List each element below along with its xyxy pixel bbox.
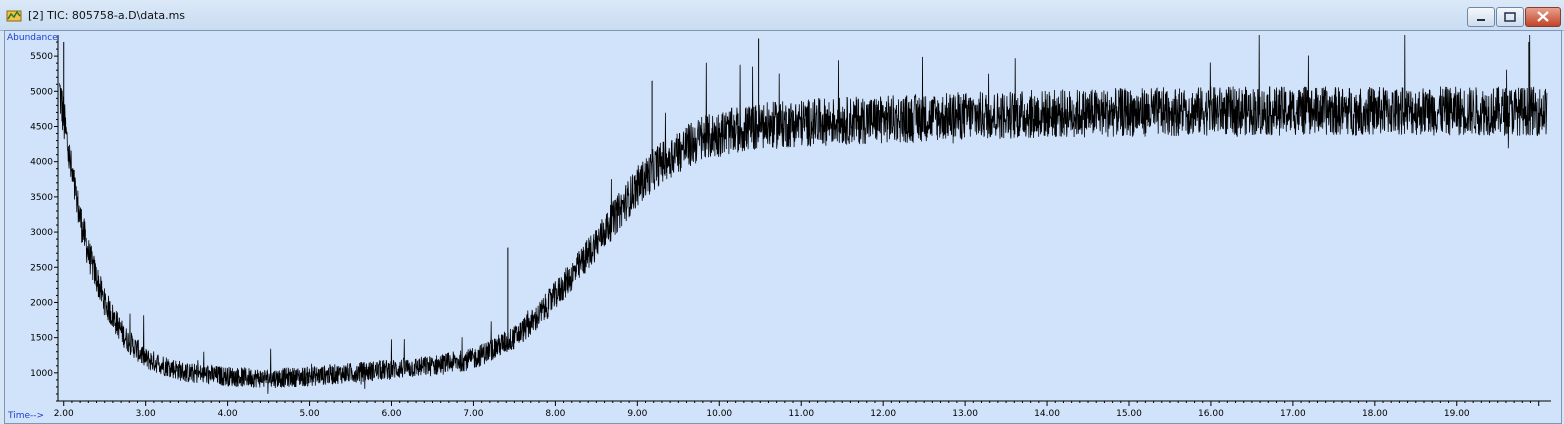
y-tick-label: 3000 — [30, 228, 53, 238]
x-tick-label: 16.00 — [1198, 409, 1224, 419]
x-tick-label: 4.00 — [218, 409, 238, 419]
x-tick-label: 13.00 — [952, 409, 978, 419]
x-tick-label: 12.00 — [870, 409, 896, 419]
y-tick-label: 4500 — [30, 123, 53, 133]
plot-background — [5, 31, 1561, 423]
maximize-button[interactable] — [1496, 7, 1524, 27]
window-title: [2] TIC: 805758-a.D\data.ms — [28, 9, 186, 22]
tic-chart: 1000 1500 2000 2500 3000 3500 4000 4500 5000 5500… — [5, 31, 1561, 423]
close-button[interactable] — [1525, 7, 1561, 27]
x-tick-label: 19.00 — [1444, 409, 1470, 419]
chromatogram-app-icon — [6, 10, 22, 22]
y-axis-label: Abundance — [7, 33, 58, 43]
y-tick-label: 2000 — [30, 298, 53, 308]
x-tick-label: 11.00 — [788, 409, 814, 419]
x-tick-label: 3.00 — [136, 409, 156, 419]
x-tick-label: 17.00 — [1280, 409, 1306, 419]
maximize-icon — [1504, 12, 1516, 22]
y-tick-label: 3500 — [30, 193, 53, 203]
x-tick-label: 14.00 — [1034, 409, 1060, 419]
x-tick-label: 2.00 — [54, 409, 74, 419]
x-tick-label: 6.00 — [381, 409, 401, 419]
x-tick-label: 15.00 — [1116, 409, 1142, 419]
y-tick-label: 1000 — [30, 369, 53, 379]
x-tick-label: 5.00 — [300, 409, 320, 419]
y-tick-label: 2500 — [30, 263, 53, 273]
x-tick-label: 18.00 — [1362, 409, 1388, 419]
chart-area[interactable]: 1000 1500 2000 2500 3000 3500 4000 4500 5000 5500… — [4, 30, 1562, 424]
title-bar[interactable]: [2] TIC: 805758-a.D\data.ms — [0, 0, 1564, 31]
minimize-button[interactable] — [1467, 7, 1495, 27]
x-axis-label: Time--> — [7, 411, 44, 421]
x-tick-label: 9.00 — [627, 409, 647, 419]
close-icon — [1537, 11, 1549, 22]
y-tick-label: 4000 — [30, 158, 53, 168]
x-tick-label: 7.00 — [463, 409, 483, 419]
y-tick-label: 1500 — [30, 334, 53, 344]
x-tick-label: 8.00 — [545, 409, 565, 419]
y-tick-label: 5500 — [30, 52, 53, 62]
x-tick-label: 10.00 — [706, 409, 732, 419]
tic-trace-line — [59, 34, 1548, 394]
y-tick-label: 5000 — [30, 87, 53, 97]
minimize-icon — [1477, 19, 1485, 21]
